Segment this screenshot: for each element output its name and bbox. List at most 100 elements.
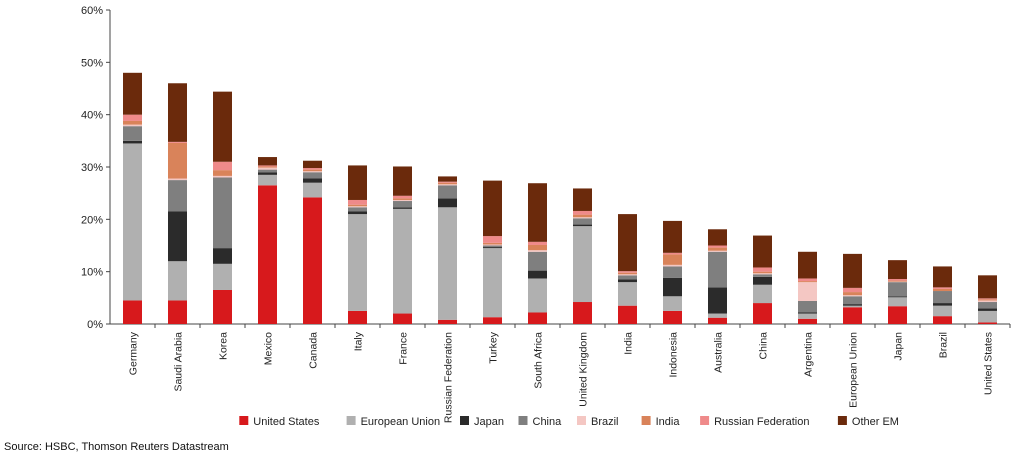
bar-segment xyxy=(438,176,457,182)
bar-segment xyxy=(348,199,367,205)
bar-segment xyxy=(978,300,997,303)
legend-label: United States xyxy=(253,416,320,428)
bar-segment xyxy=(348,310,367,324)
y-tick-label: 20% xyxy=(81,214,103,226)
bar-segment xyxy=(348,214,367,311)
bar-segment xyxy=(258,167,277,170)
bar-segment xyxy=(483,317,502,324)
bar-segment xyxy=(798,278,817,282)
y-tick-label: 50% xyxy=(81,57,103,69)
bar-segment xyxy=(528,241,547,245)
bar-segment xyxy=(933,287,952,289)
legend-swatch xyxy=(239,416,249,425)
bar-segment xyxy=(663,266,682,278)
bar-segment xyxy=(978,302,997,309)
bar-segment xyxy=(618,305,637,324)
bar-segment xyxy=(933,305,952,317)
y-tick-label: 10% xyxy=(81,267,103,279)
bar-segment xyxy=(168,142,187,179)
bar-segment xyxy=(438,182,457,185)
bar-segment xyxy=(303,169,322,172)
x-tick-label: Argentina xyxy=(803,332,815,377)
bar-segment xyxy=(708,313,727,318)
bar-segment xyxy=(798,312,817,314)
bar-segment xyxy=(168,180,187,212)
bar-segment xyxy=(393,201,412,208)
bar-segment xyxy=(123,143,142,301)
bar-segment xyxy=(978,299,997,301)
bar-segment xyxy=(888,296,907,298)
bar-segment xyxy=(213,289,232,324)
bar-segment xyxy=(168,300,187,324)
bar-segment xyxy=(213,248,232,264)
bar-segment xyxy=(123,114,142,121)
y-tick-label: 30% xyxy=(81,162,103,174)
bar-segment xyxy=(888,278,907,281)
bar-segment xyxy=(258,185,277,324)
bar-segment xyxy=(258,166,277,168)
bar-segment xyxy=(438,185,457,199)
bar-segment xyxy=(393,198,412,200)
x-tick-label: Italy xyxy=(353,331,365,351)
x-tick-label: Germany xyxy=(128,331,140,375)
bar-segment xyxy=(843,304,862,306)
bar-segment xyxy=(348,165,367,200)
bar-segment xyxy=(708,287,727,314)
y-tick-label: 60% xyxy=(81,5,103,17)
legend-label: Russian Federation xyxy=(714,416,809,428)
bar-segment xyxy=(303,178,322,183)
bar-segment xyxy=(393,199,412,202)
bar-segment xyxy=(573,217,592,219)
legend-label: Other EM xyxy=(852,416,899,428)
bar-segment xyxy=(123,140,142,144)
bar-segment xyxy=(393,208,412,314)
bar-segment xyxy=(573,226,592,303)
bar-segment xyxy=(168,83,187,142)
bar-segment xyxy=(933,288,952,292)
bar-segment xyxy=(393,313,412,324)
bar-segment xyxy=(483,236,502,243)
bar-segment xyxy=(978,275,997,299)
x-tick-label: China xyxy=(758,332,770,360)
bar-segment xyxy=(888,297,907,307)
bar-segment xyxy=(303,172,322,179)
bar-segment xyxy=(708,247,727,251)
bar-segment xyxy=(483,244,502,246)
bar-segment xyxy=(888,306,907,324)
legend-swatch xyxy=(518,416,528,425)
legend-swatch xyxy=(700,416,710,425)
legend-swatch xyxy=(577,416,586,425)
bar-segment xyxy=(753,235,772,268)
bar-segment xyxy=(573,188,592,211)
x-tick-label: Canada xyxy=(308,332,320,369)
bar-segment xyxy=(663,254,682,265)
bar-segment xyxy=(798,251,817,279)
bar-segment xyxy=(618,275,637,280)
x-tick-label: United Kingdom xyxy=(578,332,590,407)
legend-label: China xyxy=(533,416,563,428)
bar-segment xyxy=(843,295,862,297)
bar-segment xyxy=(888,282,907,297)
bar-segment xyxy=(798,281,817,283)
y-tick-label: 40% xyxy=(81,110,103,122)
bar-segment xyxy=(168,211,187,262)
legend-label: Japan xyxy=(474,416,504,428)
bar-segment xyxy=(528,251,547,271)
bar-segment xyxy=(438,207,457,320)
bar-segment xyxy=(213,175,232,178)
bar-segment xyxy=(573,214,592,218)
x-tick-label: Japan xyxy=(893,332,905,361)
bar-segment xyxy=(303,182,322,198)
x-tick-label: United States xyxy=(983,332,995,395)
legend-swatch xyxy=(641,416,651,425)
source-note: Source: HSBC, Thomson Reuters Datastream xyxy=(4,441,229,453)
bar-segment xyxy=(618,274,637,276)
bar-segment xyxy=(528,183,547,242)
bar-segment xyxy=(888,260,907,279)
bar-segment xyxy=(123,120,142,125)
bar-segment xyxy=(888,281,907,283)
bar-segment xyxy=(258,157,277,166)
bar-segment xyxy=(978,310,997,323)
bar-segment xyxy=(978,322,997,324)
